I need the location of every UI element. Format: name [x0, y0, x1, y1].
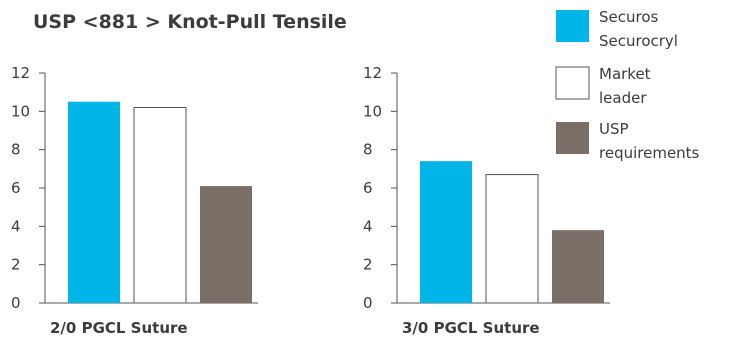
x-axis-label-1: 2/0 PGCL Suture: [50, 319, 188, 337]
y-tick-label-1-6: 6: [11, 179, 21, 197]
legend-swatch-usp: [556, 122, 589, 154]
legend-label-securos-2: Securocryl: [599, 32, 678, 50]
legend-swatch-market_leader: [555, 66, 590, 100]
y-tick-label-1-10: 10: [11, 102, 30, 120]
y-tick-label-1-4: 4: [11, 217, 21, 235]
legend-label-market_leader-2: leader: [599, 89, 647, 107]
y-tick-label-1-0: 0: [11, 294, 21, 312]
legend-label-securos-1: Securos: [599, 8, 659, 26]
bar-1-securos: [68, 101, 120, 303]
y-tick-label-1-12: 12: [11, 64, 30, 82]
bar-2-market_leader: [485, 174, 539, 304]
y-tick-label-2-0: 0: [363, 294, 373, 312]
y-tick-label-2-2: 2: [363, 256, 373, 274]
legend-label-usp-1: USP: [599, 120, 629, 138]
chart-title: USP <881 > Knot-Pull Tensile: [33, 11, 347, 33]
y-tick-label-2-4: 4: [363, 217, 373, 235]
y-tick-label-2-6: 6: [363, 179, 373, 197]
y-tick-label-2-8: 8: [363, 141, 373, 159]
y-tick-label-1-2: 2: [11, 256, 21, 274]
y-tick-label-2-10: 10: [363, 102, 382, 120]
y-tick-label-2-12: 12: [363, 64, 382, 82]
bar-1-market_leader: [133, 107, 187, 304]
legend-swatch-securos: [556, 10, 589, 42]
bar-2-usp: [552, 230, 604, 303]
x-axis-label-2: 3/0 PGCL Suture: [402, 319, 540, 337]
bar-2-securos: [420, 161, 472, 303]
legend-label-usp-2: requirements: [599, 144, 700, 162]
y-tick-label-1-8: 8: [11, 141, 21, 159]
bar-1-usp: [200, 186, 252, 303]
legend-label-market_leader-1: Market: [599, 65, 651, 83]
